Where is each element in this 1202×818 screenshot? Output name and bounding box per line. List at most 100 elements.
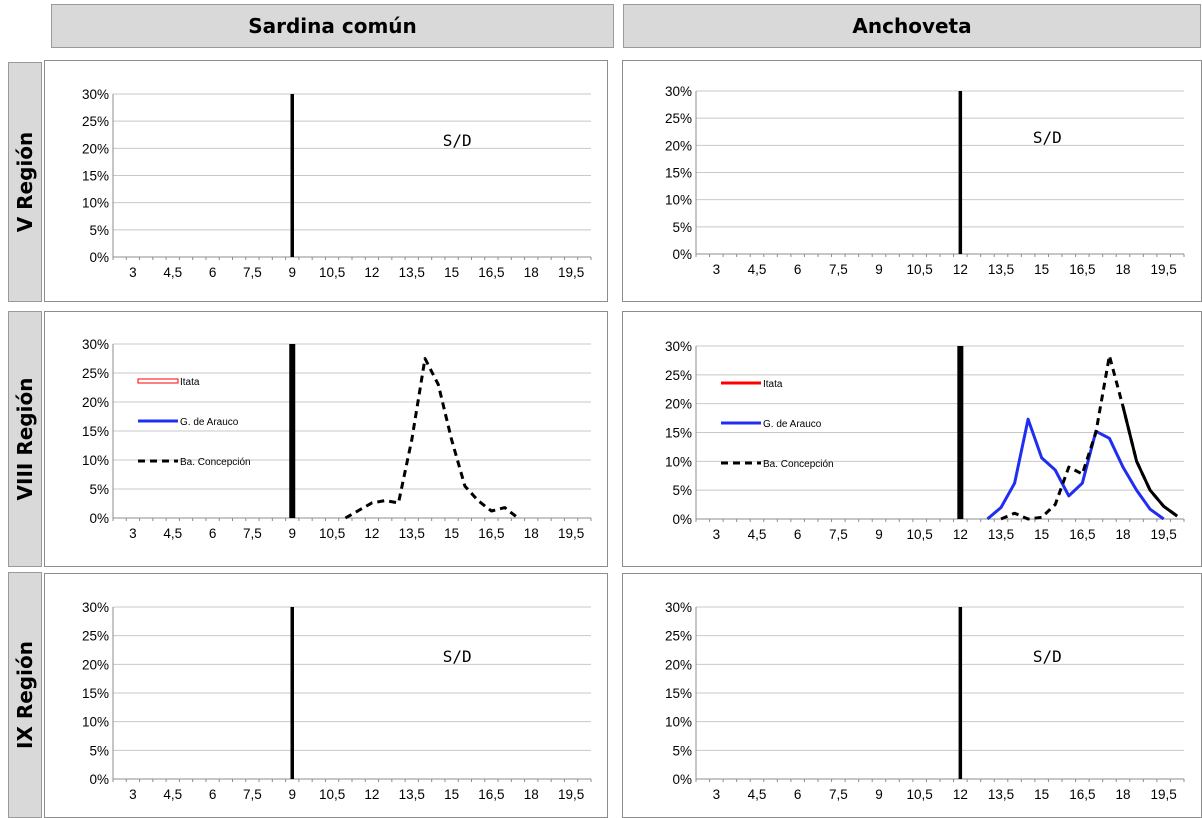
x-tick-label: 4,5 [163,787,182,802]
series-line-concepcion [344,357,519,520]
row-header-label: VIII Región [13,377,37,501]
x-tick-label: 7,5 [829,787,848,802]
chart-svg: 0% 5% 10% 15% 20% 25% 30% 3 4,5 6 7,5 9 10,5 12 13,5 15… [82,337,592,541]
annotation-no-data: S/D [1033,128,1062,147]
annotation-no-data: S/D [443,131,472,150]
row-header-label: IX Región [13,641,37,749]
x-tick-label: 12 [364,787,379,802]
y-tick-label: 15% [665,426,692,441]
y-tick-label: 10% [665,715,692,730]
x-tick-label: 6 [209,265,217,280]
x-tick-label: 16,5 [478,787,504,802]
x-tick-label: 13,5 [399,787,425,802]
x-tick-label: 15 [1034,527,1049,542]
chart-panel-sardina-viii: 0% 5% 10% 15% 20% 25% 30% 3 4,5 6 7,5 9 10,5 12 13,5 15… [44,311,608,567]
x-tick-label: 12 [953,527,968,542]
x-tick-label: 10,5 [907,527,933,542]
y-tick-label: 30% [82,87,109,102]
y-tick-label: 30% [665,84,692,99]
x-tick-label: 13,5 [988,527,1014,542]
y-tick-label: 5% [672,743,692,758]
series-line-concepcion [1121,406,1179,518]
legend-label: G. de Arauco [763,419,822,430]
y-tick-label: 10% [82,196,109,211]
x-tick-label: 16,5 [478,265,504,280]
legend-label: Ba. Concepción [763,459,834,470]
chart-panel-anchoveta-v: 0% 5% 10% 15% 20% 25% 30% 3 4,5 6 7,5 9 10,5 12 13,5 15… [622,60,1202,302]
chart-panel-sardina-ix: 0% 5% 10% 15% 20% 25% 30% 3 4,5 6 7,5 9 10,5 12 13,5 15… [44,573,608,818]
y-tick-label: 15% [82,424,109,439]
column-header-label: Anchoveta [852,14,972,38]
x-tick-label: 19,5 [1151,262,1177,277]
x-tick-label: 13,5 [399,265,425,280]
x-tick-label: 19,5 [558,526,584,541]
x-tick-label: 12 [953,787,968,802]
x-tick-label: 9 [288,787,296,802]
x-tick-label: 10,5 [907,262,933,277]
chart-svg: 0% 5% 10% 15% 20% 25% 30% 3 4,5 6 7,5 9 10,5 12 13,5 15… [665,84,1185,277]
x-tick-label: 7,5 [829,262,848,277]
row-header-v-region: V Región [8,62,42,302]
y-tick-label: 5% [89,223,109,238]
x-tick-label: 3 [129,526,137,541]
x-tick-label: 19,5 [1151,527,1177,542]
x-tick-label: 7,5 [243,265,262,280]
x-tick-label: 3 [129,265,137,280]
x-tick-label: 9 [875,787,883,802]
x-tick-label: 7,5 [243,526,262,541]
x-tick-label: 4,5 [163,526,182,541]
x-tick-label: 6 [209,526,217,541]
y-tick-label: 15% [82,169,109,184]
legend-label: Itata [180,377,200,388]
x-tick-label: 15 [1034,262,1049,277]
x-tick-label: 15 [444,265,459,280]
series-line-concepcion [1000,354,1179,521]
x-tick-label: 3 [713,527,721,542]
legend-label: Itata [763,379,783,390]
x-tick-label: 16,5 [1069,262,1095,277]
legend-label: G. de Arauco [180,417,239,428]
y-tick-label: 20% [665,138,692,153]
x-tick-label: 9 [875,527,883,542]
chart-panel-sardina-v: 0% 5% 10% 15% 20% 25% 30% 3 4,5 6 7,5 9 10,5 12 13,5 15… [44,60,608,302]
x-tick-label: 15 [444,526,459,541]
y-tick-label: 10% [82,453,109,468]
column-header-sardina: Sardina común [51,4,614,48]
y-tick-label: 20% [82,141,109,156]
y-tick-label: 15% [82,686,109,701]
x-tick-label: 3 [713,787,721,802]
y-tick-label: 5% [672,483,692,498]
y-tick-label: 0% [672,772,692,787]
x-tick-label: 4,5 [163,265,182,280]
x-tick-label: 6 [209,787,217,802]
x-tick-label: 10,5 [319,787,345,802]
chart-svg: 0% 5% 10% 15% 20% 25% 30% 3 4,5 6 7,5 9 10,5 12 13,5 15… [82,87,592,280]
y-tick-label: 30% [82,600,109,615]
y-tick-label: 5% [89,482,109,497]
x-tick-label: 3 [713,262,721,277]
column-header-anchoveta: Anchoveta [623,4,1201,48]
x-tick-label: 10,5 [319,526,345,541]
chart-svg: 0% 5% 10% 15% 20% 25% 30% 3 4,5 6 7,5 9 10,5 12 13,5 15… [665,600,1185,802]
y-tick-label: 20% [82,657,109,672]
x-tick-label: 3 [129,787,137,802]
y-tick-label: 0% [89,772,109,787]
y-tick-label: 25% [82,114,109,129]
column-header-label: Sardina común [248,14,417,38]
x-tick-label: 9 [288,265,296,280]
row-header-viii-region: VIII Región [8,311,42,567]
x-tick-label: 15 [1034,787,1049,802]
x-tick-label: 4,5 [748,787,767,802]
y-tick-label: 10% [82,715,109,730]
y-tick-label: 15% [665,686,692,701]
x-tick-label: 12 [364,265,379,280]
x-tick-label: 19,5 [558,265,584,280]
x-tick-label: 19,5 [558,787,584,802]
chart-panel-anchoveta-ix: 0% 5% 10% 15% 20% 25% 30% 3 4,5 6 7,5 9 10,5 12 13,5 15… [622,573,1202,818]
x-tick-label: 15 [444,787,459,802]
chart-svg: 0% 5% 10% 15% 20% 25% 30% 3 4,5 6 7,5 9 10,5 12 13,5 15… [665,339,1185,542]
x-tick-label: 18 [1115,262,1130,277]
x-tick-label: 13,5 [988,262,1014,277]
annotation-no-data: S/D [1033,647,1062,666]
x-tick-label: 9 [288,526,296,541]
